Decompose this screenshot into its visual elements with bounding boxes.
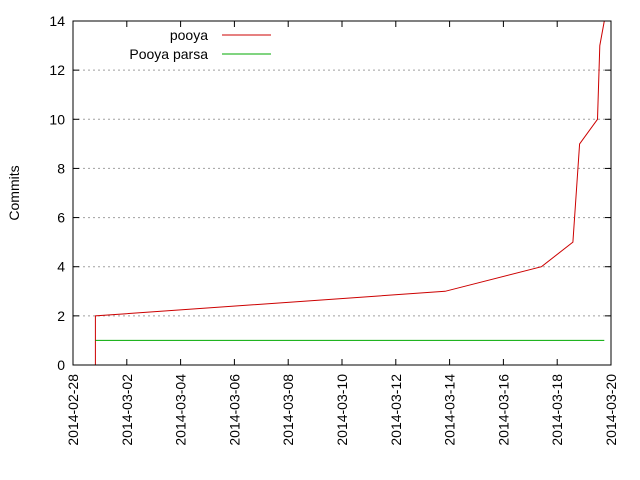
x-tick-label: 2014-03-06 [226,374,242,446]
x-tick-label: 2014-03-08 [280,374,296,446]
y-tick-label: 4 [57,259,65,275]
x-tick-label: 2014-03-04 [173,374,189,446]
x-tick-label: 2014-03-16 [495,374,511,446]
y-tick-label: 6 [57,210,65,226]
x-tick-label: 2014-03-02 [119,374,135,446]
y-axis-label: Commits [6,165,22,220]
x-tick-label: 2014-03-10 [334,374,350,446]
x-tick-label: 2014-03-12 [388,374,404,446]
grid-lines [73,69,611,317]
y-tick-label: 8 [57,160,65,176]
series-lines [94,20,605,365]
plot-frame [72,20,612,366]
x-tick-label: 2014-03-20 [603,374,619,446]
y-tick-label: 2 [57,308,65,324]
legend-label: Pooya parsa [129,46,208,62]
x-tick-label: 2014-02-28 [65,374,81,446]
y-tick-label: 12 [49,62,65,78]
legend-label: pooya [170,27,208,43]
x-tick-label: 2014-03-18 [549,374,565,446]
series-line-1 [94,20,605,365]
axis-ticks: 0 2 4 6 8 10 12 14 2014-02-28 2014-03-02 2014-03-0… [49,13,619,446]
y-tick-label: 14 [49,13,65,29]
y-tick-label: 10 [49,111,65,127]
y-tick-label: 0 [57,357,65,373]
x-tick-label: 2014-03-14 [442,374,458,446]
legend: pooya Pooya parsa [129,27,271,62]
